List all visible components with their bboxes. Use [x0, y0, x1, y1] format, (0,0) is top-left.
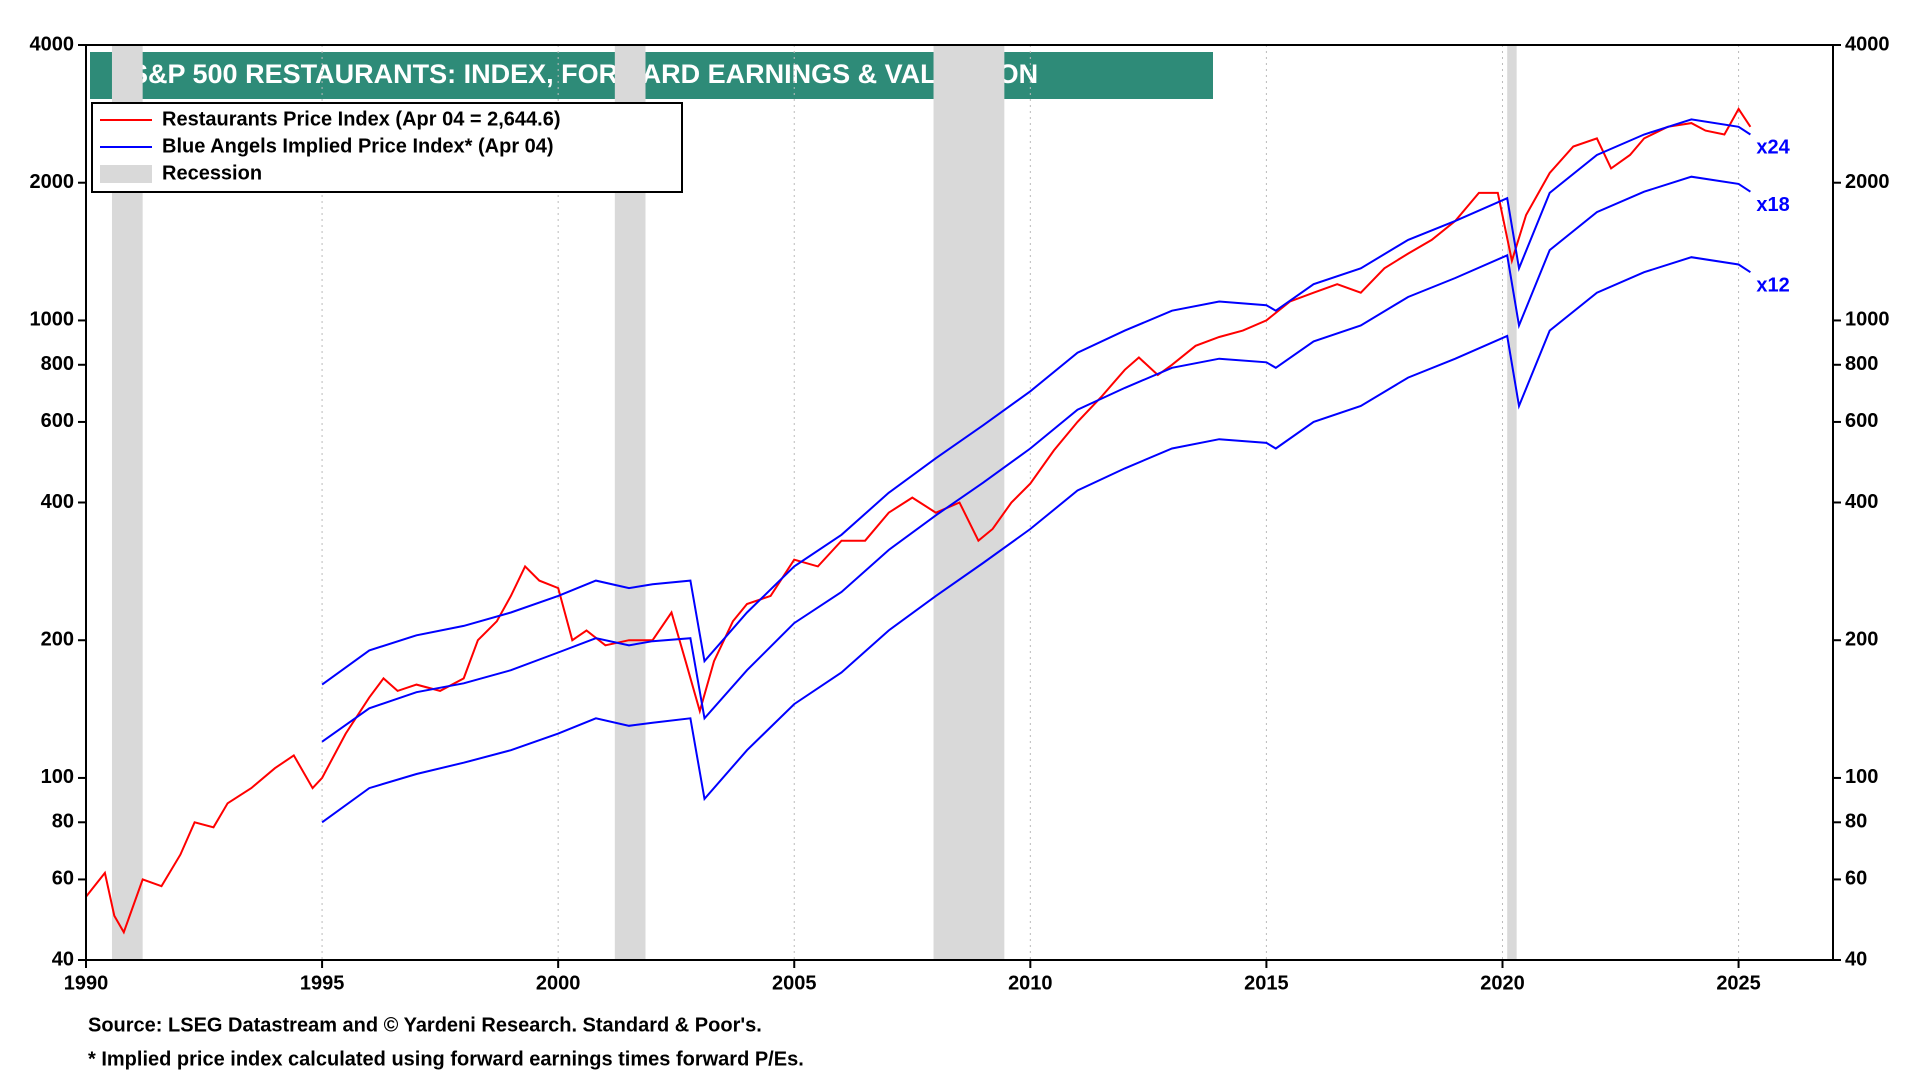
recession-band — [1507, 45, 1517, 960]
y-tick-label: 2000 — [30, 171, 75, 193]
y2-tick-label: 4000 — [1845, 33, 1890, 55]
x-tick-label: 1995 — [300, 972, 345, 994]
legend-swatch — [100, 165, 152, 183]
legend: Restaurants Price Index (Apr 04 = 2,644.… — [91, 102, 683, 193]
series-end-label: x24 — [1756, 137, 1790, 159]
y-tick-label: 60 — [52, 868, 74, 890]
series-end-label: x12 — [1756, 274, 1789, 296]
x-tick-label: 2000 — [536, 972, 581, 994]
y-tick-label: 600 — [41, 410, 74, 432]
y2-tick-label: 400 — [1845, 491, 1878, 513]
note: * Implied price index calculated using f… — [88, 1048, 804, 1070]
plot-frame — [85, 44, 1834, 961]
x-tick-label: 1990 — [64, 972, 109, 994]
x-tick-label: 2015 — [1244, 972, 1289, 994]
y-tick-label: 4000 — [30, 33, 75, 55]
y-tick-label: 400 — [41, 491, 74, 513]
series-line — [321, 256, 1751, 824]
recession-band — [933, 45, 1005, 960]
y-tick-label: 200 — [41, 629, 74, 651]
y2-tick-label: 60 — [1845, 868, 1867, 890]
legend-label: Blue Angels Implied Price Index* (Apr 04… — [162, 135, 554, 157]
legend-label: Recession — [162, 162, 262, 184]
y2-tick-label: 600 — [1845, 410, 1878, 432]
chart-title: S&P 500 RESTAURANTS: INDEX, FORWARD EARN… — [130, 59, 1038, 89]
series-line — [321, 175, 1751, 743]
legend-label: Restaurants Price Index (Apr 04 = 2,644.… — [162, 108, 561, 130]
y2-tick-label: 200 — [1845, 629, 1878, 651]
y-tick-label: 100 — [41, 766, 74, 788]
series-line — [85, 106, 1752, 935]
series-line — [321, 118, 1751, 686]
y-tick-label: 1000 — [30, 309, 75, 331]
y2-tick-label: 80 — [1845, 811, 1867, 833]
y2-tick-label: 800 — [1845, 353, 1878, 375]
y2-tick-label: 40 — [1845, 948, 1867, 970]
x-tick-label: 2025 — [1716, 972, 1761, 994]
x-tick-label: 2010 — [1008, 972, 1053, 994]
y2-tick-label: 2000 — [1845, 171, 1890, 193]
series-end-label: x18 — [1756, 194, 1789, 216]
recession-band — [111, 45, 143, 960]
y2-tick-label: 1000 — [1845, 309, 1890, 331]
y2-tick-label: 100 — [1845, 766, 1878, 788]
x-tick-label: 2005 — [772, 972, 817, 994]
y-tick-label: 800 — [41, 353, 74, 375]
recession-band — [614, 45, 646, 960]
y-tick-label: 80 — [52, 811, 74, 833]
x-tick-label: 2020 — [1480, 972, 1525, 994]
y-tick-label: 40 — [52, 948, 74, 970]
source: Source: LSEG Datastream and © Yardeni Re… — [88, 1014, 762, 1036]
legend-box — [91, 102, 683, 193]
title-box — [90, 52, 1213, 99]
